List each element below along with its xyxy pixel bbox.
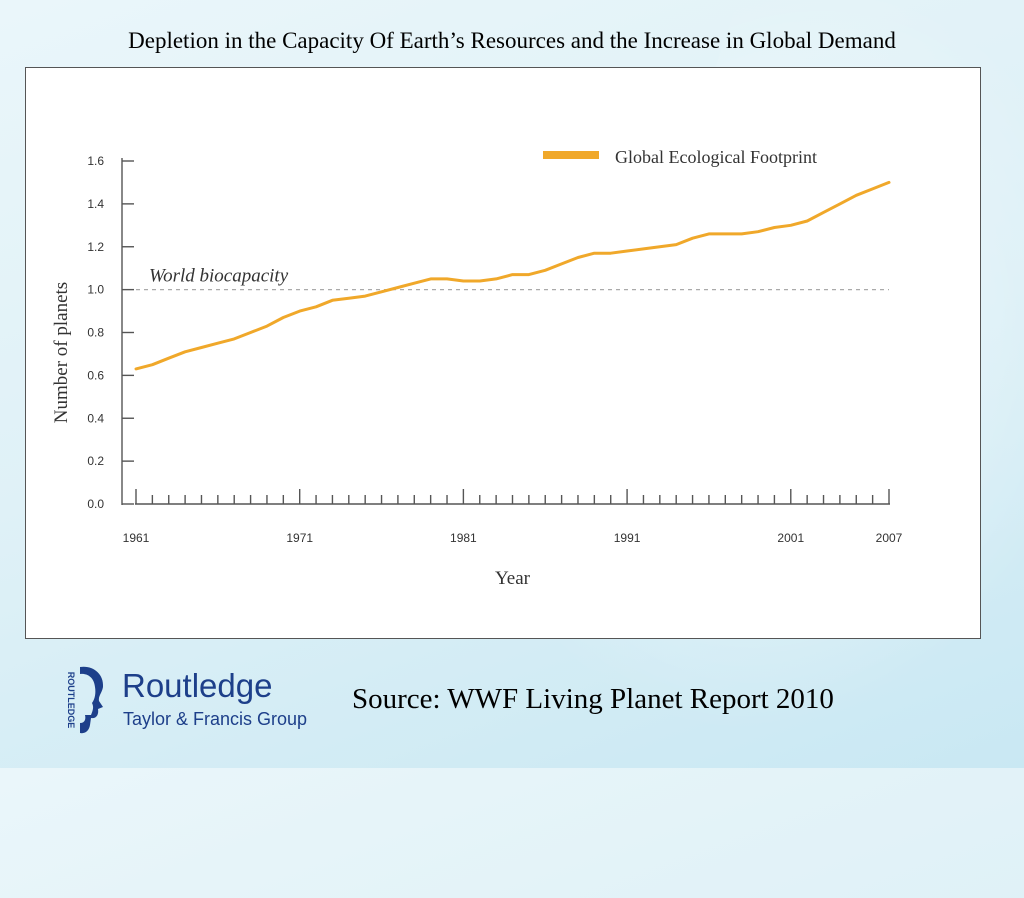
x-tick-label: 1961 bbox=[123, 531, 150, 545]
routledge-logo: ROUTLEDGE Routledge Taylor & Francis Gro… bbox=[58, 663, 328, 743]
y-tick-label: 0.6 bbox=[87, 368, 104, 382]
y-axis-title: Number of planets bbox=[51, 282, 72, 423]
y-tick-label: 1.6 bbox=[87, 154, 104, 168]
legend-swatch bbox=[543, 151, 599, 159]
biocapacity-label: World biocapacity bbox=[149, 266, 289, 287]
chart-frame: 0.0 0.2 0.4 0.6 0.8 1.0 1.2 1.4 1.6 1961 1971 1981 1… bbox=[25, 67, 981, 639]
series-line-ecological-footprint bbox=[134, 180, 891, 371]
y-tick-label: 1.0 bbox=[87, 283, 104, 297]
slide-title: Depletion in the Capacity Of Earth’s Res… bbox=[128, 28, 896, 53]
y-tick-label: 0.8 bbox=[87, 326, 104, 340]
source-citation: Source: WWF Living Planet Report 2010 bbox=[352, 683, 834, 715]
logo-subtitle: Taylor & Francis Group bbox=[123, 709, 308, 729]
line-chart: 0.0 0.2 0.4 0.6 0.8 1.0 1.2 1.4 1.6 1961 1971 1981 1… bbox=[51, 147, 903, 589]
x-tick-label: 1981 bbox=[450, 531, 477, 545]
y-tick-label: 0.0 bbox=[87, 497, 104, 511]
y-tick-label: 0.2 bbox=[87, 454, 104, 468]
logo-name: Routledge bbox=[122, 667, 273, 704]
y-tick-label: 1.2 bbox=[87, 240, 104, 254]
x-tick-label: 1991 bbox=[614, 531, 641, 545]
legend-label: Global Ecological Footprint bbox=[615, 147, 817, 167]
y-tick-label: 1.4 bbox=[87, 197, 104, 211]
x-axis-title: Year bbox=[495, 568, 531, 589]
x-tick-label: 2007 bbox=[876, 531, 903, 545]
x-tick-label: 2001 bbox=[777, 531, 804, 545]
logo-vertical-text: ROUTLEDGE bbox=[66, 672, 76, 729]
routledge-head-icon: ROUTLEDGE bbox=[66, 666, 104, 734]
x-tick-label: 1971 bbox=[286, 531, 313, 545]
y-tick-label: 0.4 bbox=[87, 411, 104, 425]
